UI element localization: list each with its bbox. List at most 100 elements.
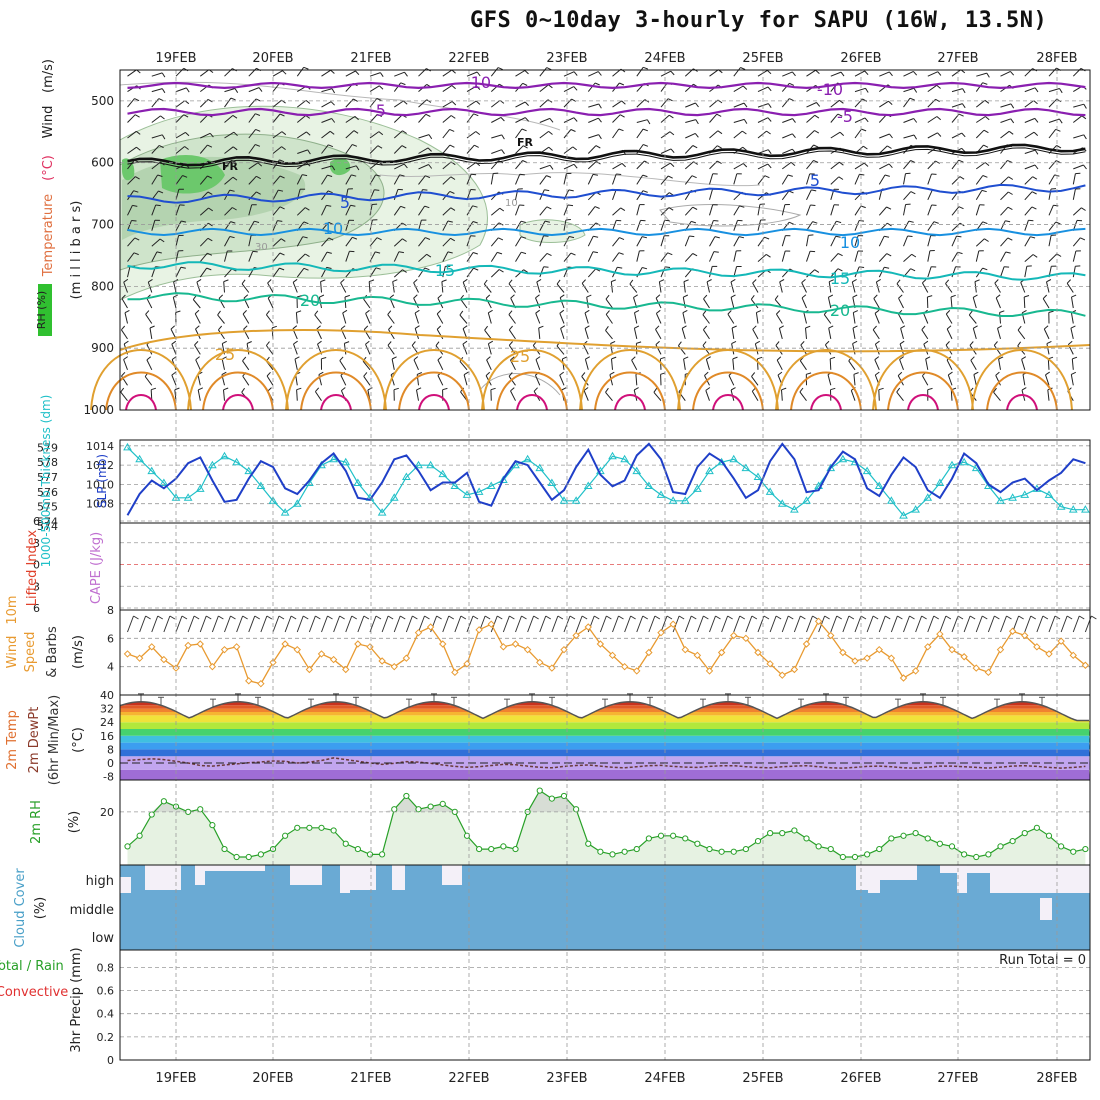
wind-barb-flag (279, 175, 285, 179)
wind-barb (321, 174, 328, 185)
wind-barb (515, 101, 526, 108)
wind10m-barb-flag (654, 615, 661, 620)
wind-barb (1000, 118, 1011, 123)
dewpoint-line (127, 757, 1086, 769)
wind10m-speed-point (1069, 651, 1077, 660)
wind-barb (1024, 206, 1033, 216)
cloud-clear-gap (290, 865, 322, 885)
cloud-clear-gap (392, 865, 405, 890)
wind-barb-flag (181, 220, 187, 223)
wind-barb-flag (303, 267, 309, 271)
isotherm-35-lobe (614, 394, 646, 411)
wind-barb-flag (873, 294, 878, 299)
wind-barb (806, 251, 811, 262)
wind-barb-flag (839, 161, 844, 166)
wind-barb (1070, 328, 1074, 340)
wind-barb (778, 328, 783, 340)
wind-barb-flag (984, 162, 990, 166)
wind-barb (752, 282, 759, 293)
wind-barb (684, 175, 693, 185)
wind-barb (733, 220, 738, 231)
wind10m-barb-flag (1054, 615, 1061, 620)
wind-barb (806, 235, 809, 247)
rh-point (900, 832, 907, 839)
rh-point (803, 835, 810, 842)
rh-area (127, 790, 1086, 865)
wind-barb (224, 88, 236, 93)
wind10m-speed-point (948, 645, 956, 654)
wind-barb (345, 205, 351, 216)
wind-barb-flag (828, 294, 834, 298)
wind-barb (853, 374, 856, 386)
wind-barb-flag (317, 340, 322, 345)
temp-band (120, 735, 1090, 743)
temp-band (120, 708, 1090, 712)
rh-point (876, 845, 883, 853)
wind10m-speed-point (281, 640, 289, 648)
wind-barb (903, 173, 906, 185)
wind-barb (999, 312, 1001, 324)
wind10m-speed-point (924, 643, 932, 651)
rh-point (148, 811, 155, 818)
wind-barb (345, 165, 357, 170)
wind-barb-flag (572, 146, 578, 151)
wind-barb-flag (860, 205, 866, 209)
wind-barb (508, 283, 516, 293)
wind-barb (174, 389, 177, 401)
wind-axis-label: Speed (23, 632, 38, 673)
wind-barb (296, 207, 306, 216)
date-label-top: 24FEB (644, 51, 685, 66)
wind-barb-flag (413, 294, 418, 299)
wind-barb-flag (853, 372, 859, 375)
wind10m-barb (442, 615, 450, 633)
wind-barb-flag (986, 72, 990, 78)
wind-barb-flag (1034, 149, 1039, 155)
wind-barb-flag (521, 236, 527, 239)
wind10m-speed-point (596, 640, 605, 648)
thickness-point (729, 454, 739, 463)
wind-barb-flag (132, 204, 138, 207)
wind10m-barb (1060, 615, 1068, 633)
wind-barb (587, 206, 596, 216)
wind-barb-flag (282, 70, 287, 75)
wind-barb (1024, 176, 1033, 185)
rh-point (1045, 832, 1053, 839)
wind-barb (145, 314, 153, 324)
millibars-label: (m i l l i b a r s) (69, 201, 84, 300)
wind-barb-flag (243, 325, 248, 330)
thickness-tick-label: 576 (37, 486, 58, 499)
wind-barb (1048, 67, 1057, 77)
wind-barb-flag (158, 98, 164, 102)
wind-barb (903, 87, 915, 93)
wind-barb-flag (568, 189, 574, 192)
wind-barb-flag (134, 98, 140, 102)
wind-barb (414, 328, 419, 340)
wind-barb-flag (436, 325, 442, 330)
wind-barb-flag (255, 144, 261, 147)
wind-barb-flag (959, 176, 965, 180)
wind10m-barb (224, 615, 231, 633)
wind-barb-flag (392, 279, 398, 283)
wind10m-speed-point (208, 662, 217, 671)
wind-barb (1048, 88, 1060, 93)
wind-barb-flag (957, 251, 963, 255)
wind-barb (272, 252, 281, 262)
wind-barb-flag (969, 341, 974, 346)
wind-barb (296, 389, 298, 401)
wind-barb (582, 344, 589, 355)
wind-barb (951, 251, 959, 262)
wind-barb (199, 69, 210, 77)
isotherm-25-line (119, 329, 1091, 353)
wind-barb (391, 358, 395, 370)
cloud-fill (120, 865, 1090, 950)
wind-barb (442, 144, 451, 154)
wind10m-speed-point (414, 628, 423, 637)
temp-axis-label: (6hr Min/Max) (47, 695, 62, 785)
wind-barb (272, 82, 281, 92)
isotherm-label: -10 (817, 80, 843, 99)
wind-barb (733, 102, 745, 108)
rh-point (670, 832, 677, 839)
wind-barb-flag (875, 340, 880, 345)
wind-barb (466, 131, 477, 139)
wind-barb (854, 162, 865, 170)
